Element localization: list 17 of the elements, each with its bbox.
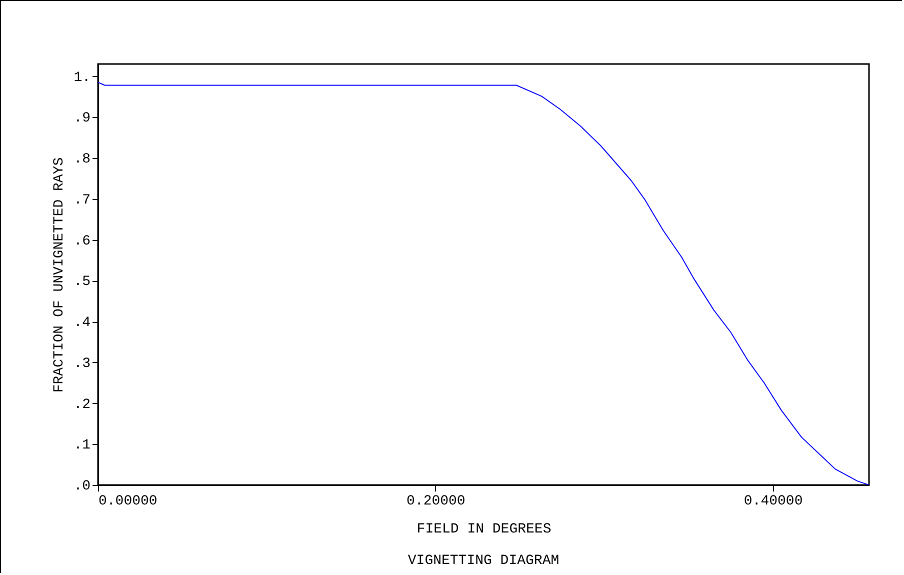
- y-tick-label: .0: [74, 478, 90, 494]
- y-tick-label: .3: [74, 356, 90, 372]
- y-tick-label: 1.: [74, 70, 90, 86]
- y-tick-label: .6: [74, 233, 90, 250]
- text: VIGNETTING DIAGRAM: [408, 553, 560, 569]
- y-tick-label: .1: [74, 438, 90, 454]
- y-tick-label: .7: [74, 192, 90, 208]
- x-axis-title: FIELD IN DEGREES: [416, 522, 552, 538]
- y-axis-title: FRACTION OF UNVIGNETTED RAYS: [52, 157, 68, 393]
- y-tick-label: .4: [74, 315, 90, 332]
- x-tick-label: 0.20000: [406, 494, 466, 510]
- x-tick-label: 0.40000: [744, 494, 803, 510]
- y-tick-label: .2: [74, 396, 90, 413]
- y-tick-label: .9: [74, 110, 90, 127]
- x-tick-label: 0.00000: [98, 494, 158, 510]
- y-tick-label: .8: [74, 152, 90, 168]
- y-tick-label: .5: [74, 274, 90, 290]
